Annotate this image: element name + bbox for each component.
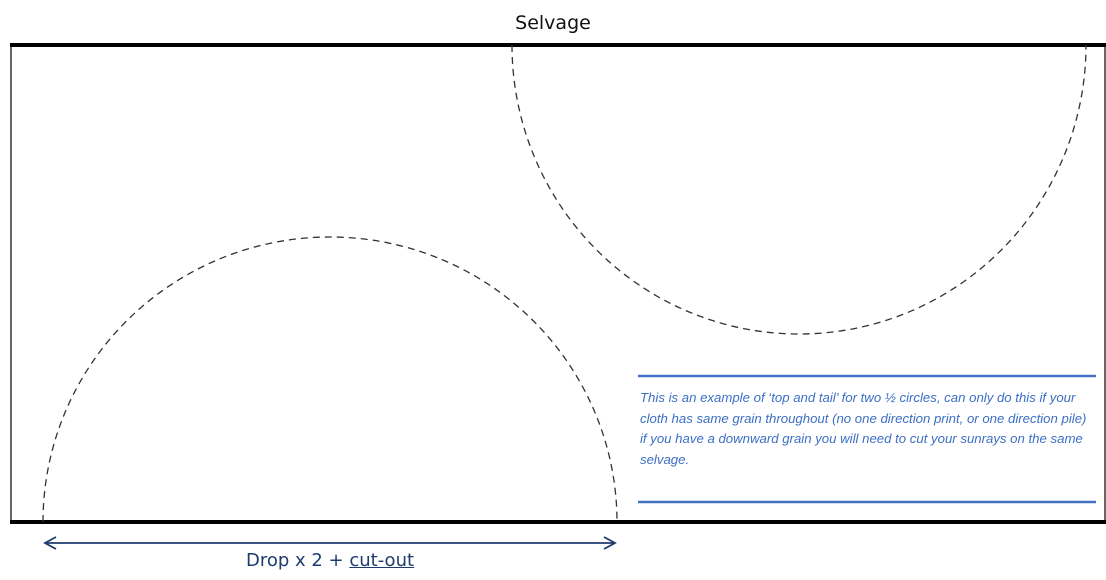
- dimension-arrow: [43, 536, 617, 550]
- dimension-label: Drop x 2 + cut-out: [190, 550, 470, 571]
- note-text: This is an example of ‘top and tail’ for…: [640, 390, 1087, 467]
- top-half-circle: [511, 44, 1087, 335]
- selvage-label: Selvage: [515, 12, 591, 34]
- bottom-half-circle: [42, 236, 618, 523]
- dimension-label-prefix: Drop x 2 +: [245, 550, 350, 571]
- dimension-label-underlined: cut-out: [349, 550, 415, 571]
